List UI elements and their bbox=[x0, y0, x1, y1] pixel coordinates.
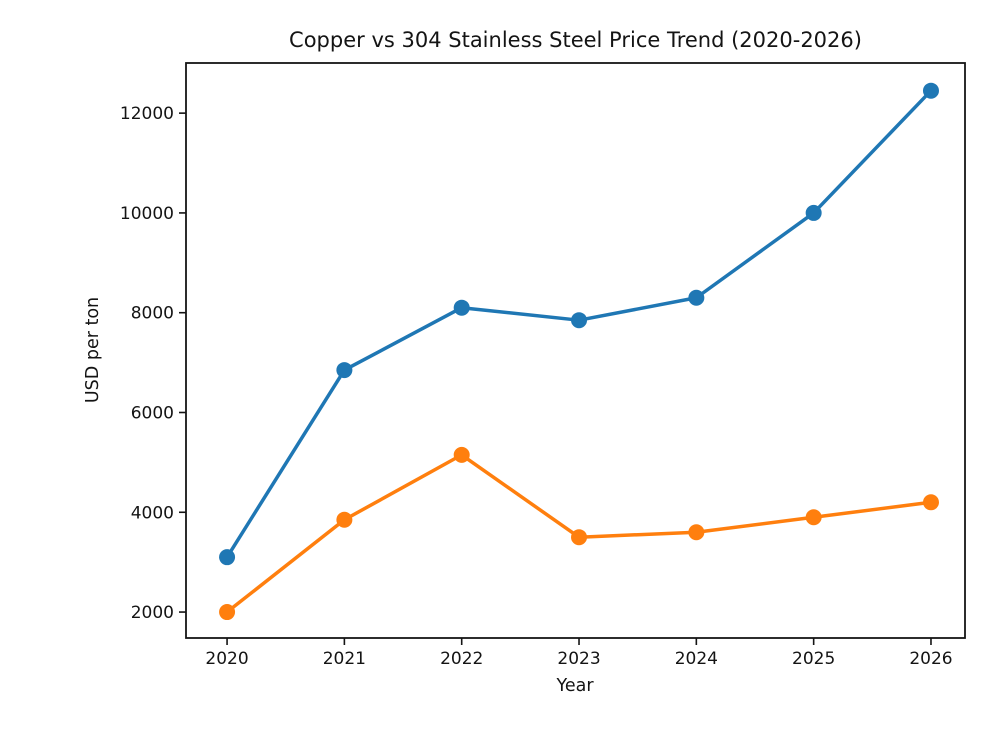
x-tick-label: 2026 bbox=[909, 649, 952, 669]
x-tick-label: 2024 bbox=[675, 649, 718, 669]
data-point-304-stainless-steel bbox=[336, 511, 353, 528]
data-point-copper bbox=[922, 82, 939, 99]
y-tick-label: 12000 bbox=[120, 104, 174, 124]
y-tick-label: 4000 bbox=[131, 503, 174, 523]
data-point-copper bbox=[805, 204, 822, 221]
x-tick-label: 2020 bbox=[205, 649, 248, 669]
data-point-copper bbox=[219, 549, 236, 566]
x-tick-label: 2022 bbox=[440, 649, 483, 669]
x-axis-label: Year bbox=[556, 676, 594, 696]
x-tick-label: 2025 bbox=[792, 649, 835, 669]
chart-title: Copper vs 304 Stainless Steel Price Tren… bbox=[289, 28, 862, 52]
data-point-copper bbox=[453, 299, 470, 316]
x-tick-label: 2023 bbox=[557, 649, 600, 669]
y-tick-label: 6000 bbox=[131, 403, 174, 423]
data-point-304-stainless-steel bbox=[571, 529, 588, 546]
data-point-304-stainless-steel bbox=[219, 604, 236, 621]
y-tick-label: 8000 bbox=[131, 304, 174, 324]
data-point-304-stainless-steel bbox=[922, 494, 939, 511]
data-point-304-stainless-steel bbox=[453, 446, 470, 463]
data-point-copper bbox=[571, 312, 588, 329]
y-tick-label: 2000 bbox=[131, 603, 174, 623]
y-tick-label: 10000 bbox=[120, 204, 174, 224]
data-point-304-stainless-steel bbox=[688, 524, 705, 541]
x-tick-label: 2021 bbox=[323, 649, 366, 669]
data-point-copper bbox=[336, 362, 353, 379]
plot-border bbox=[185, 62, 966, 639]
data-point-304-stainless-steel bbox=[805, 509, 822, 526]
data-point-copper bbox=[688, 289, 705, 306]
